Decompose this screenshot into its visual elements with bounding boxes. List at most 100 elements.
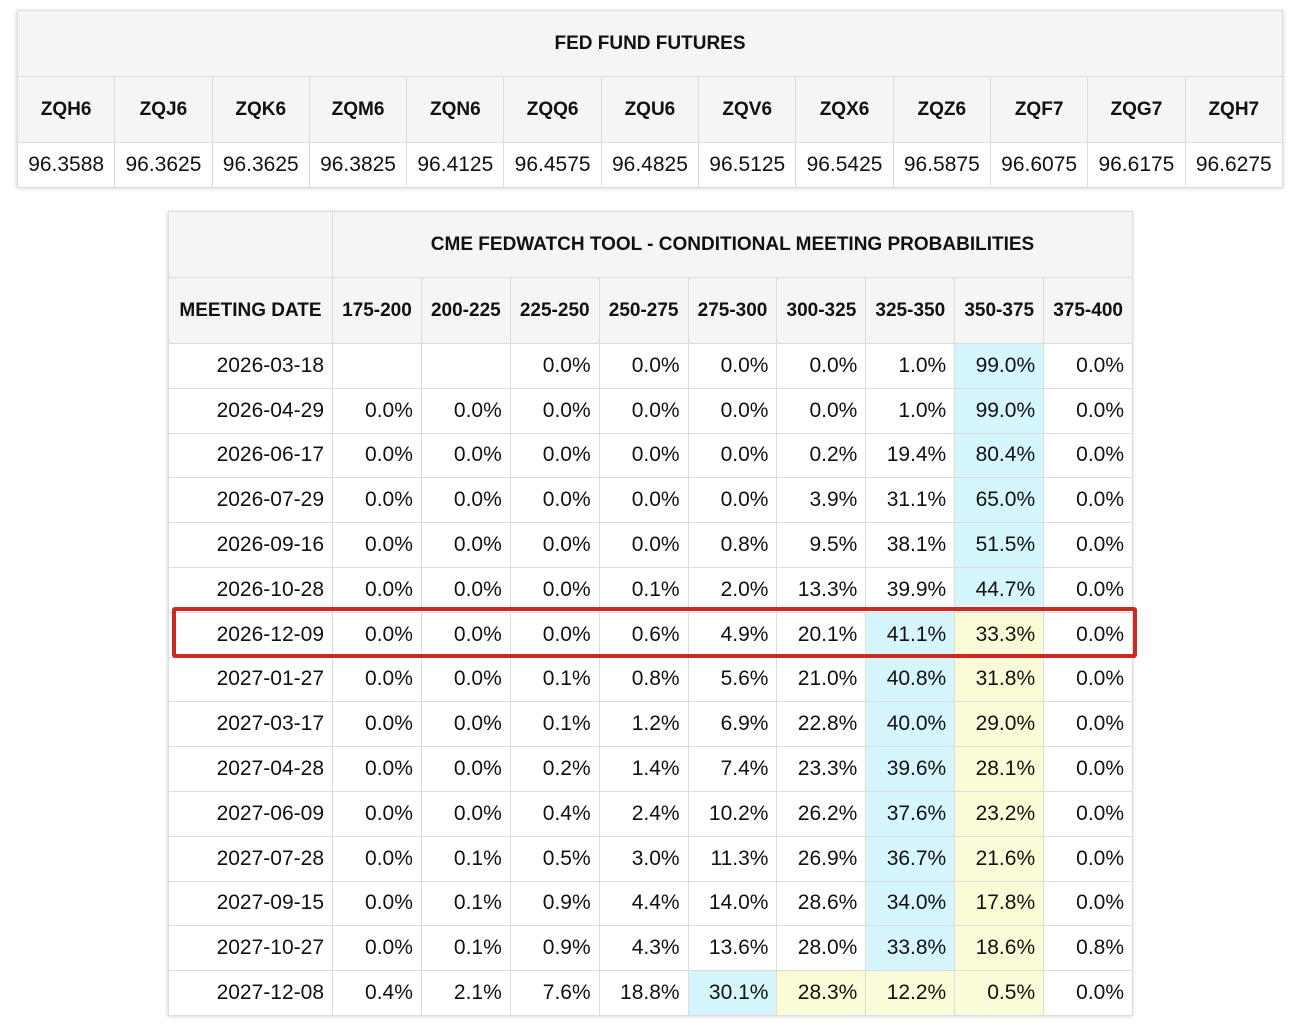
- probability-cell: 28.6%: [776, 880, 867, 927]
- meeting-date: 2027-03-17: [168, 701, 333, 748]
- meeting-row: 2027-09-15 0.0% 0.1% 0.9% 4.4% 14.0% 28.6% 34.0…: [168, 880, 1134, 927]
- probability-cell: 33.8%: [865, 925, 956, 972]
- probability-cell: 38.1%: [865, 522, 956, 568]
- futures-price: 96.6275: [1184, 142, 1284, 188]
- probability-cell: 0.0%: [420, 746, 511, 792]
- meeting-date: 2027-12-08: [168, 970, 333, 1016]
- probability-cell: 99.0%: [954, 387, 1045, 434]
- probability-cell: 0.0%: [1043, 970, 1134, 1016]
- probability-cell: 18.8%: [598, 970, 689, 1016]
- probability-cell: 34.0%: [865, 880, 956, 927]
- probability-cell: 0.0%: [1043, 835, 1134, 882]
- rate-range-header: 275-300: [687, 277, 778, 344]
- meeting-date: 2027-04-28: [168, 746, 333, 792]
- probability-cell: 0.0%: [509, 522, 600, 568]
- probability-cell: 0.0%: [598, 522, 689, 568]
- meeting-row: 2026-07-29 0.0% 0.0% 0.0% 0.0% 0.0% 3.9% 31.1% 6…: [168, 477, 1134, 524]
- rate-range-header: 200-225: [420, 277, 511, 344]
- probability-cell: 4.3%: [598, 925, 689, 972]
- probability-cell: 0.0%: [332, 880, 422, 927]
- probability-cell: 12.2%: [865, 970, 956, 1016]
- fedwatch-title-row: CME FEDWATCH TOOL - CONDITIONAL MEETING …: [168, 211, 1134, 278]
- probability-cell: 40.0%: [865, 701, 956, 748]
- probability-cell: 0.1%: [509, 701, 600, 748]
- probability-cell: 0.0%: [332, 701, 422, 748]
- probability-cell: 26.9%: [776, 835, 867, 882]
- probability-cell: 4.4%: [598, 880, 689, 927]
- probability-cell: 0.0%: [420, 477, 511, 524]
- probability-cell: 39.6%: [865, 746, 956, 792]
- probability-cell: 0.0%: [509, 432, 600, 479]
- probability-cell: 1.4%: [598, 746, 689, 792]
- probability-cell: 0.2%: [509, 746, 600, 792]
- probability-cell: 11.3%: [687, 835, 778, 882]
- futures-price: 96.3825: [308, 142, 408, 188]
- meeting-date: 2026-07-29: [168, 477, 333, 524]
- probability-cell: 3.0%: [598, 835, 689, 882]
- rate-range-header: 350-375: [954, 277, 1045, 344]
- meeting-date: 2027-06-09: [168, 790, 333, 837]
- probability-cell: 0.5%: [954, 970, 1045, 1016]
- probability-cell: 0.0%: [420, 522, 511, 568]
- probability-cell: 31.1%: [865, 477, 956, 524]
- futures-price: 96.6175: [1087, 142, 1186, 188]
- probability-cell: 28.1%: [954, 746, 1045, 792]
- meeting-date: 2026-10-28: [168, 566, 333, 613]
- probability-cell: 51.5%: [954, 522, 1045, 568]
- probability-cell: 33.3%: [954, 611, 1045, 658]
- meeting-row: 2027-10-27 0.0% 0.1% 0.9% 4.3% 13.6% 28.0% 33.8…: [168, 925, 1134, 972]
- probability-cell: 0.0%: [1043, 522, 1134, 568]
- futures-symbol: ZQN6: [406, 76, 505, 143]
- meeting-row: 2027-03-17 0.0% 0.0% 0.1% 1.2% 6.9% 22.8% 40.0%…: [168, 701, 1134, 748]
- probability-cell: 0.5%: [509, 835, 600, 882]
- probability-cell: 0.0%: [332, 522, 422, 568]
- probability-cell: 0.0%: [420, 656, 511, 703]
- futures-symbol: ZQZ6: [892, 76, 991, 143]
- probability-cell: 36.7%: [865, 835, 956, 882]
- probability-cell: 31.8%: [954, 656, 1045, 703]
- probability-cell: 22.8%: [776, 701, 867, 748]
- futures-symbol: ZQH7: [1184, 76, 1284, 143]
- probability-cell: 0.0%: [1043, 566, 1134, 613]
- probability-cell: 0.0%: [332, 477, 422, 524]
- probability-cell: 23.3%: [776, 746, 867, 792]
- rate-range-header: 300-325: [776, 277, 867, 344]
- probability-cell: 0.0%: [509, 477, 600, 524]
- fed-fund-futures-panel: FED FUND FUTURES ZQH6 ZQJ6 ZQK6 ZQM6 ZQN6 ZQQ…: [16, 10, 1284, 188]
- probability-cell: 0.0%: [332, 925, 422, 972]
- probability-cell: 0.0%: [598, 343, 689, 389]
- probability-cell: 0.0%: [332, 566, 422, 613]
- probability-cell: 0.4%: [509, 790, 600, 837]
- meeting-date: 2027-07-28: [168, 835, 333, 882]
- probability-cell: 2.0%: [687, 566, 778, 613]
- probability-cell: 7.4%: [687, 746, 778, 792]
- probability-cell: 0.0%: [1043, 611, 1134, 658]
- probability-cell: 0.0%: [332, 746, 422, 792]
- probability-cell: 0.0%: [420, 701, 511, 748]
- meeting-row: 2026-03-18 0.0% 0.0% 0.0% 0.0% 1.0% 99.0% 0.0%: [168, 343, 1134, 389]
- fed-fund-futures-table: FED FUND FUTURES ZQH6 ZQJ6 ZQK6 ZQM6 ZQN6 ZQQ…: [16, 10, 1284, 188]
- probability-cell: 0.0%: [420, 432, 511, 479]
- probability-cell: 23.2%: [954, 790, 1045, 837]
- fedwatch-title: CME FEDWATCH TOOL - CONDITIONAL MEETING …: [331, 211, 1134, 278]
- probability-cell: 0.0%: [598, 477, 689, 524]
- probability-cell: [332, 343, 422, 389]
- probability-cell: 0.6%: [598, 611, 689, 658]
- probability-cell: 0.0%: [332, 611, 422, 658]
- probability-cell: 9.5%: [776, 522, 867, 568]
- meeting-row: 2027-12-08 0.4% 2.1% 7.6% 18.8% 30.1% 28.3% 12.…: [168, 970, 1134, 1016]
- meeting-date: 2027-10-27: [168, 925, 333, 972]
- probability-cell: 40.8%: [865, 656, 956, 703]
- futures-symbol: ZQH6: [16, 76, 116, 143]
- futures-symbol: ZQU6: [600, 76, 700, 143]
- probability-cell: 7.6%: [509, 970, 600, 1016]
- probability-cell: 65.0%: [954, 477, 1045, 524]
- probability-cell: 0.0%: [332, 387, 422, 434]
- probability-cell: 13.6%: [687, 925, 778, 972]
- probability-cell: 20.1%: [776, 611, 867, 658]
- probability-cell: 0.0%: [1043, 880, 1134, 927]
- probability-cell: 0.0%: [776, 343, 867, 389]
- fedwatch-panel: CME FEDWATCH TOOL - CONDITIONAL MEETING …: [168, 211, 1134, 1016]
- probability-cell: 0.1%: [420, 880, 511, 927]
- probability-cell: 41.1%: [865, 611, 956, 658]
